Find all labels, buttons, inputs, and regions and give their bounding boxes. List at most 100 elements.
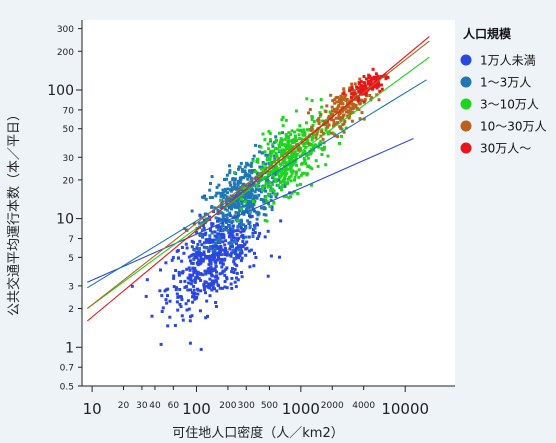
scatter-point-3 [277, 143, 281, 147]
scatter-point-3 [270, 169, 274, 173]
scatter-point-1 [221, 232, 225, 236]
scatter-point-4 [321, 137, 325, 141]
scatter-point-3 [318, 142, 321, 146]
scatter-point-1 [190, 261, 194, 265]
scatter-point-1 [229, 282, 233, 286]
scatter-point-1 [212, 244, 216, 248]
scatter-point-2 [264, 153, 268, 157]
y-tick-label: 10 [56, 212, 74, 228]
scatter-point-5 [359, 80, 363, 84]
scatter-point-4 [334, 116, 338, 120]
scatter-point-3 [280, 188, 283, 192]
scatter-point-3 [269, 185, 273, 188]
scatter-point-1 [215, 246, 219, 250]
scatter-point-1 [215, 280, 219, 284]
scatter-point-2 [278, 186, 282, 190]
scatter-point-3 [324, 128, 328, 132]
scatter-point-2 [218, 219, 222, 223]
scatter-point-1 [223, 273, 227, 277]
scatter-point-1 [185, 285, 188, 289]
scatter-point-3 [261, 188, 265, 192]
scatter-point-2 [267, 202, 271, 206]
scatter-point-1 [212, 282, 216, 286]
scatter-point-4 [352, 106, 356, 110]
scatter-point-3 [276, 156, 280, 160]
scatter-point-2 [238, 209, 242, 213]
scatter-point-4 [333, 108, 337, 112]
legend-marker-3 [460, 98, 472, 110]
scatter-point-1 [150, 314, 154, 318]
scatter-point-1 [191, 261, 195, 265]
scatter-point-3 [286, 140, 290, 144]
scatter-point-4 [330, 105, 334, 109]
scatter-point-2 [221, 205, 225, 209]
scatter-point-2 [233, 205, 237, 209]
scatter-point-2 [242, 204, 245, 208]
scatter-point-3 [261, 132, 265, 136]
scatter-point-2 [244, 171, 248, 175]
scatter-point-2 [248, 199, 251, 203]
scatter-point-3 [296, 128, 300, 132]
scatter-point-3 [265, 219, 269, 223]
scatter-point-1 [233, 262, 237, 266]
scatter-point-5 [374, 72, 378, 76]
scatter-point-1 [211, 268, 215, 272]
scatter-point-2 [273, 157, 277, 161]
scatter-point-4 [352, 94, 356, 98]
scatter-point-5 [378, 89, 382, 93]
scatter-point-1 [205, 238, 209, 242]
scatter-point-1 [236, 278, 240, 282]
scatter-point-4 [350, 119, 354, 123]
scatter-point-1 [256, 223, 259, 227]
scatter-point-1 [168, 299, 172, 303]
scatter-point-1 [186, 276, 190, 280]
scatter-point-1 [241, 240, 245, 243]
scatter-point-1 [201, 259, 205, 263]
scatter-point-3 [324, 119, 328, 123]
scatter-point-2 [190, 209, 194, 213]
scatter-point-4 [329, 93, 333, 97]
scatter-point-4 [339, 127, 343, 131]
scatter-point-3 [306, 153, 310, 157]
scatter-point-2 [231, 248, 235, 252]
scatter-point-1 [196, 288, 200, 292]
scatter-point-1 [219, 234, 222, 238]
scatter-point-3 [320, 105, 324, 109]
scatter-point-3 [286, 177, 290, 181]
scatter-point-1 [199, 272, 202, 276]
scatter-point-1 [194, 230, 198, 234]
scatter-point-2 [219, 211, 223, 215]
scatter-point-1 [189, 254, 193, 258]
scatter-point-3 [265, 200, 269, 203]
trend-line-4 [86, 40, 430, 309]
scatter-point-1 [205, 256, 209, 260]
scatter-point-1 [248, 214, 251, 218]
scatter-point-5 [375, 86, 379, 90]
scatter-point-3 [255, 183, 259, 187]
scatter-point-1 [188, 341, 192, 345]
scatter-point-1 [196, 270, 200, 274]
scatter-point-1 [212, 238, 216, 242]
scatter-point-1 [186, 288, 190, 292]
scatter-point-1 [212, 209, 215, 213]
scatter-point-3 [314, 159, 318, 163]
scatter-point-2 [252, 202, 256, 206]
scatter-point-1 [175, 286, 179, 290]
scatter-point-2 [263, 169, 267, 172]
scatter-point-3 [299, 182, 302, 186]
scatter-point-1 [257, 234, 261, 238]
scatter-point-3 [320, 147, 324, 151]
scatter-point-1 [225, 253, 229, 257]
scatter-point-2 [208, 188, 212, 192]
scatter-point-2 [248, 212, 252, 215]
scatter-point-3 [284, 170, 288, 174]
scatter-point-4 [343, 96, 347, 100]
y-tick-label: 1 [65, 340, 74, 356]
scatter-point-4 [347, 103, 350, 107]
scatter-point-2 [258, 179, 261, 183]
scatter-point-3 [273, 192, 277, 196]
scatter-point-2 [245, 191, 249, 194]
scatter-point-3 [266, 142, 270, 146]
scatter-point-1 [238, 251, 242, 255]
scatter-point-2 [255, 187, 259, 191]
